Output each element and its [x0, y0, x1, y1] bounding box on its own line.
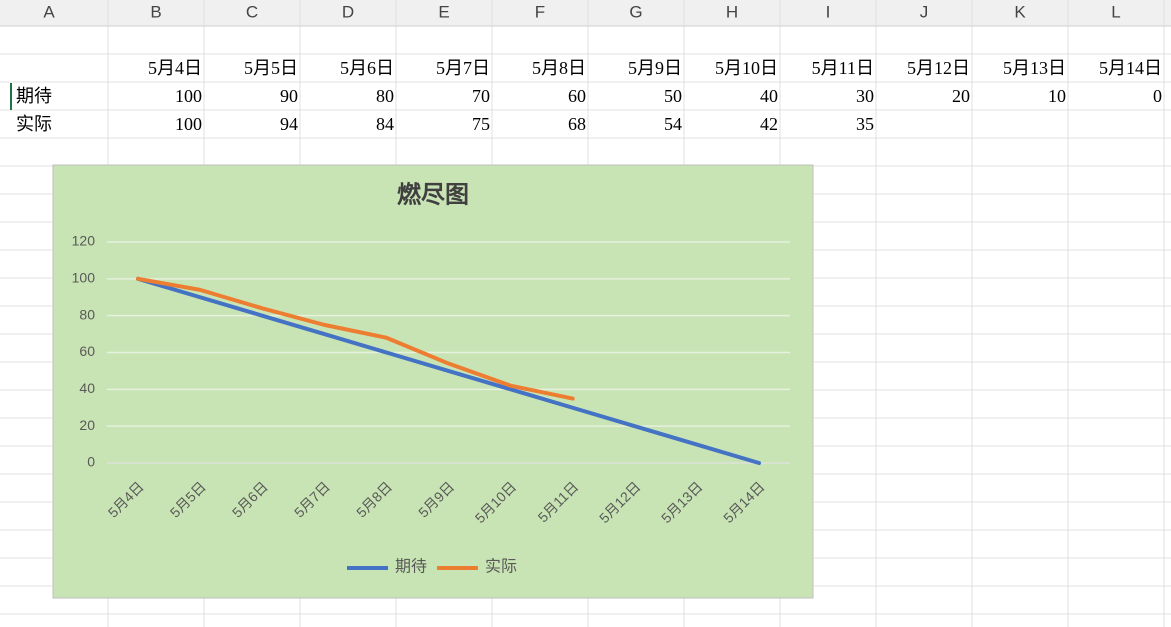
series-line [136, 276, 761, 465]
table-cell[interactable]: 50 [664, 86, 682, 106]
y-tick-label: 80 [79, 306, 95, 322]
table-cell[interactable]: 100 [175, 86, 202, 106]
table-cell[interactable]: 35 [856, 114, 874, 134]
table-cell[interactable]: 20 [952, 86, 970, 106]
table-header-cell[interactable]: 5月6日 [340, 58, 394, 78]
column-header[interactable]: G [629, 2, 642, 21]
column-header[interactable]: J [920, 2, 929, 21]
table-header-cell[interactable]: 5月7日 [436, 58, 490, 78]
table-cell[interactable]: 80 [376, 86, 394, 106]
table-header-cell[interactable]: 5月14日 [1099, 58, 1162, 78]
table-header-cell[interactable]: 5月13日 [1003, 58, 1066, 78]
column-header[interactable]: I [826, 2, 831, 21]
row-label[interactable]: 期待 [16, 86, 52, 106]
row-label[interactable]: 实际 [16, 114, 52, 134]
column-header[interactable]: D [342, 2, 354, 21]
table-cell[interactable]: 30 [856, 86, 874, 106]
column-header[interactable]: F [535, 2, 545, 21]
y-tick-label: 0 [87, 454, 95, 470]
table-cell[interactable]: 0 [1153, 86, 1162, 106]
column-header[interactable]: A [43, 2, 55, 21]
table-cell[interactable]: 60 [568, 86, 586, 106]
table-cell[interactable]: 70 [472, 86, 490, 106]
chart-title: 燃尽图 [397, 182, 469, 209]
table-header-cell[interactable]: 5月5日 [244, 58, 298, 78]
column-header[interactable]: B [150, 2, 161, 21]
y-tick-label: 120 [72, 233, 96, 249]
column-header[interactable]: E [438, 2, 449, 21]
column-header[interactable]: H [726, 2, 738, 21]
legend-label: 期待 [395, 558, 427, 576]
table-header-cell[interactable]: 5月11日 [812, 58, 874, 78]
table-header-cell[interactable]: 5月9日 [628, 58, 682, 78]
table-cell[interactable]: 40 [760, 86, 778, 106]
table-cell[interactable]: 68 [568, 114, 586, 134]
table-cell[interactable]: 84 [376, 114, 394, 134]
table-header-cell[interactable]: 5月4日 [148, 58, 202, 78]
y-tick-label: 20 [79, 417, 95, 433]
legend-label: 实际 [485, 558, 517, 576]
table-cell[interactable]: 42 [760, 114, 778, 134]
table-cell[interactable]: 10 [1048, 86, 1066, 106]
table-header-cell[interactable]: 5月12日 [907, 58, 970, 78]
table-cell[interactable]: 54 [664, 114, 682, 134]
y-tick-label: 40 [79, 380, 95, 396]
table-cell[interactable]: 90 [280, 86, 298, 106]
y-tick-label: 100 [72, 270, 96, 286]
column-header[interactable]: K [1014, 2, 1026, 21]
table-header-cell[interactable]: 5月8日 [532, 58, 586, 78]
table-cell[interactable]: 94 [280, 114, 298, 134]
y-tick-label: 60 [79, 343, 95, 359]
table-cell[interactable]: 75 [472, 114, 490, 134]
column-header[interactable]: C [246, 2, 258, 21]
chart-area [52, 164, 814, 599]
table-header-cell[interactable]: 5月10日 [715, 58, 778, 78]
table-cell[interactable]: 100 [175, 114, 202, 134]
series-line [136, 276, 575, 401]
column-header[interactable]: L [1111, 2, 1120, 21]
column-header-bar [0, 0, 1171, 26]
